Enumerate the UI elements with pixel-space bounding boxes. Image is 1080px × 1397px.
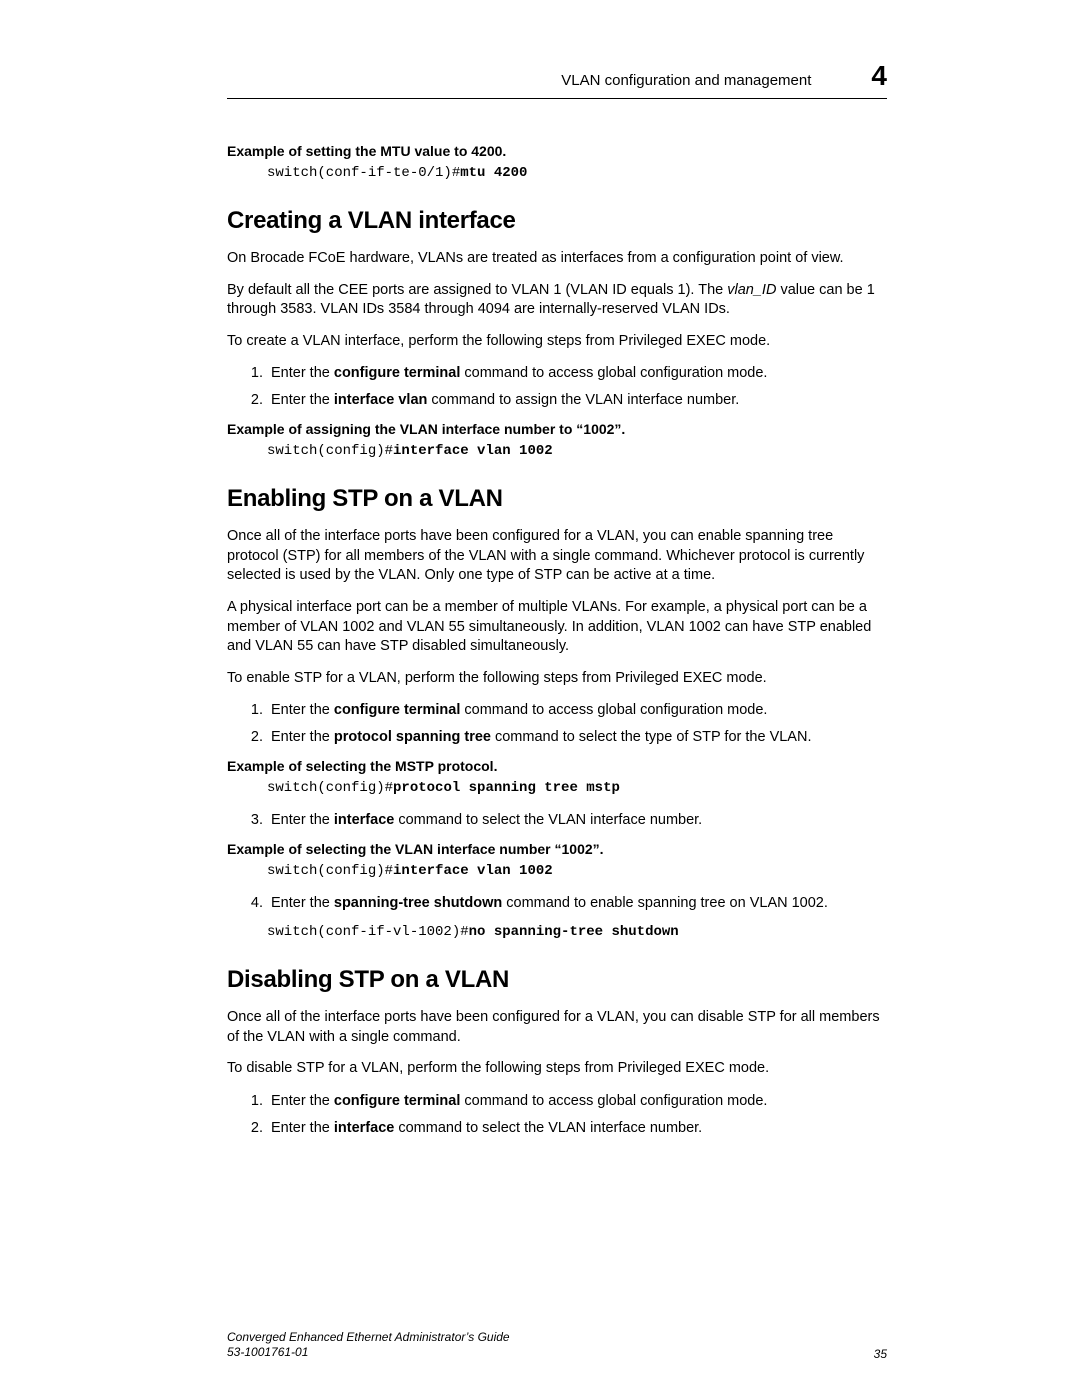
page-content: VLAN configuration and management 4 Exam… bbox=[227, 60, 887, 1149]
example-label-vlan-1002: Example of assigning the VLAN interface … bbox=[227, 421, 887, 437]
page-footer: Converged Enhanced Ethernet Administrato… bbox=[227, 1330, 887, 1361]
text: Enter the bbox=[271, 702, 334, 718]
running-header-title: VLAN configuration and management bbox=[561, 72, 811, 89]
text: Enter the bbox=[271, 1093, 334, 1109]
para: To create a VLAN interface, perform the … bbox=[227, 332, 887, 352]
text: Enter the bbox=[271, 392, 334, 408]
steps-disabling-stp: Enter the configure terminal command to … bbox=[227, 1091, 887, 1139]
code-mstp: switch(config)#protocol spanning tree ms… bbox=[267, 780, 887, 796]
code-prompt: switch(config)# bbox=[267, 443, 393, 459]
code-interface-vlan: switch(config)#interface vlan 1002 bbox=[267, 443, 887, 459]
text: command to access global configuration m… bbox=[460, 365, 767, 381]
para: To enable STP for a VLAN, perform the fo… bbox=[227, 669, 887, 689]
heading-disabling-stp: Disabling STP on a VLAN bbox=[227, 966, 887, 994]
text: Enter the bbox=[271, 729, 334, 745]
code-no-spanning-tree: switch(conf-if-vl-1002)#no spanning-tree… bbox=[267, 924, 887, 940]
text-italic: vlan_ID bbox=[727, 282, 776, 298]
text-strong: configure terminal bbox=[334, 702, 461, 718]
example-label-mstp: Example of selecting the MSTP protocol. bbox=[227, 758, 887, 774]
steps-creating-vlan: Enter the configure terminal command to … bbox=[227, 363, 887, 411]
text-strong: interface bbox=[334, 1120, 394, 1136]
text: command to access global configuration m… bbox=[460, 1093, 767, 1109]
footer-page-number: 35 bbox=[874, 1347, 887, 1361]
heading-enabling-stp: Enabling STP on a VLAN bbox=[227, 485, 887, 513]
code-cmd: mtu 4200 bbox=[460, 165, 527, 181]
text: command to select the VLAN interface num… bbox=[394, 1120, 702, 1136]
code-select-1002: switch(config)#interface vlan 1002 bbox=[267, 863, 887, 879]
example-label-select-1002: Example of selecting the VLAN interface … bbox=[227, 841, 887, 857]
step: Enter the spanning-tree shutdown command… bbox=[267, 893, 887, 914]
code-cmd: interface vlan 1002 bbox=[393, 443, 553, 459]
para: By default all the CEE ports are assigne… bbox=[227, 281, 887, 320]
code-cmd: protocol spanning tree mstp bbox=[393, 780, 620, 796]
text: command to select the VLAN interface num… bbox=[394, 812, 702, 828]
code-prompt: switch(conf-if-vl-1002)# bbox=[267, 924, 469, 940]
para: Once all of the interface ports have bee… bbox=[227, 527, 887, 586]
steps-enabling-stp: Enter the configure terminal command to … bbox=[227, 700, 887, 748]
text: command to assign the VLAN interface num… bbox=[427, 392, 739, 408]
text: command to enable spanning tree on VLAN … bbox=[502, 895, 828, 911]
steps-enabling-stp-cont2: Enter the spanning-tree shutdown command… bbox=[227, 893, 887, 914]
steps-enabling-stp-cont: Enter the interface command to select th… bbox=[227, 810, 887, 831]
text-strong: spanning-tree shutdown bbox=[334, 895, 502, 911]
para: On Brocade FCoE hardware, VLANs are trea… bbox=[227, 249, 887, 269]
text: command to access global configuration m… bbox=[460, 702, 767, 718]
text-strong: protocol spanning tree bbox=[334, 729, 491, 745]
text-strong: interface bbox=[334, 812, 394, 828]
step: Enter the configure terminal command to … bbox=[267, 1091, 887, 1112]
text: Enter the bbox=[271, 365, 334, 381]
footer-left: Converged Enhanced Ethernet Administrato… bbox=[227, 1330, 510, 1361]
step: Enter the configure terminal command to … bbox=[267, 700, 887, 721]
step: Enter the interface command to select th… bbox=[267, 1118, 887, 1139]
step: Enter the protocol spanning tree command… bbox=[267, 727, 887, 748]
footer-doc-title: Converged Enhanced Ethernet Administrato… bbox=[227, 1330, 510, 1346]
footer-doc-id: 53-1001761-01 bbox=[227, 1345, 510, 1361]
step: Enter the interface command to select th… bbox=[267, 810, 887, 831]
heading-creating-vlan: Creating a VLAN interface bbox=[227, 207, 887, 235]
code-mtu: switch(conf-if-te-0/1)#mtu 4200 bbox=[267, 165, 887, 181]
running-header-chapter: 4 bbox=[871, 60, 887, 92]
para: Once all of the interface ports have bee… bbox=[227, 1008, 887, 1047]
code-cmd: interface vlan 1002 bbox=[393, 863, 553, 879]
text: command to select the type of STP for th… bbox=[491, 729, 812, 745]
running-header: VLAN configuration and management 4 bbox=[227, 60, 887, 99]
code-prompt: switch(config)# bbox=[267, 863, 393, 879]
code-prompt: switch(config)# bbox=[267, 780, 393, 796]
text: Enter the bbox=[271, 1120, 334, 1136]
text: Enter the bbox=[271, 812, 334, 828]
text-strong: configure terminal bbox=[334, 365, 461, 381]
text-strong: interface vlan bbox=[334, 392, 428, 408]
text-strong: configure terminal bbox=[334, 1093, 461, 1109]
para: A physical interface port can be a membe… bbox=[227, 598, 887, 657]
text: By default all the CEE ports are assigne… bbox=[227, 282, 727, 298]
code-cmd: no spanning-tree shutdown bbox=[469, 924, 679, 940]
code-prompt: switch(conf-if-te-0/1)# bbox=[267, 165, 460, 181]
step: Enter the configure terminal command to … bbox=[267, 363, 887, 384]
example-label-mtu: Example of setting the MTU value to 4200… bbox=[227, 143, 887, 159]
step: Enter the interface vlan command to assi… bbox=[267, 390, 887, 411]
para: To disable STP for a VLAN, perform the f… bbox=[227, 1059, 887, 1079]
text: Enter the bbox=[271, 895, 334, 911]
